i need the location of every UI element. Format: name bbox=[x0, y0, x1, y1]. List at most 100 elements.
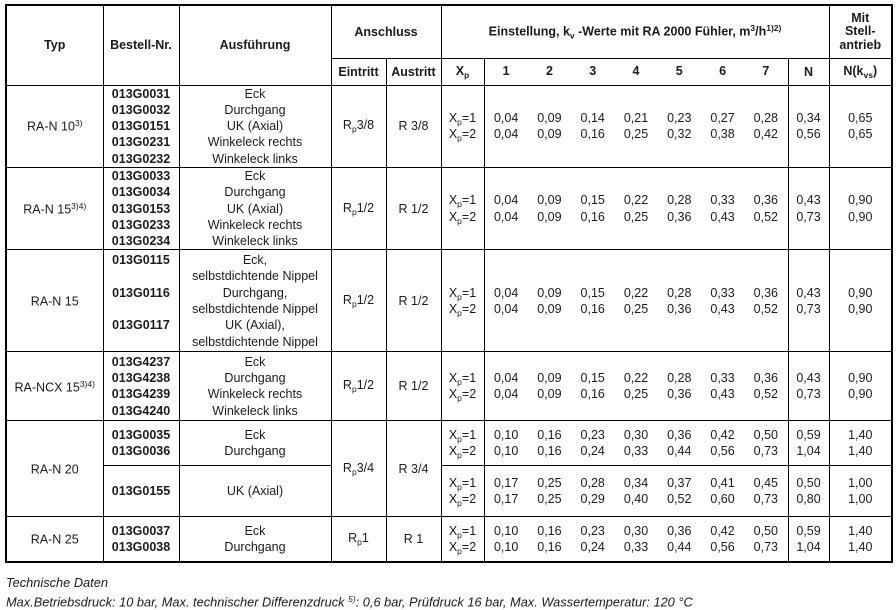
order-desc: UK (Axial) bbox=[226, 484, 284, 499]
order-number: 013G0115 bbox=[112, 253, 170, 268]
valve-spec-table: Typ Bestell-Nr. Ausführung Anschluss Ein… bbox=[5, 4, 893, 563]
n-cell: 0,43 0,73 bbox=[787, 351, 830, 422]
order-desc: selbstdichtende Nippel bbox=[192, 334, 318, 349]
kv-values-cell: 0,10 0,16 0,23 0,30 0,36 0,42 0,50 0,10 0,16 0,2… bbox=[483, 420, 789, 467]
kv-values-cell: 0,04 0,09 0,15 0,22 0,28 0,33 0,36 0,04 0,09 0,1… bbox=[483, 249, 789, 353]
kv-row-xp2: 0,17 0,25 0,29 0,40 0,52 0,60 0,73 bbox=[493, 492, 778, 507]
order-desc: Durchgang bbox=[224, 540, 286, 555]
eintritt-cell: Rp1/2 bbox=[330, 166, 387, 251]
austritt-cell: R 1 bbox=[385, 516, 442, 563]
order-number: 013G0035 bbox=[111, 428, 171, 443]
col-header-eintritt: Eintritt bbox=[330, 57, 387, 86]
typ-cell: RA-N 15 bbox=[5, 249, 104, 353]
table-row-ra-n-20-b: 013G0155 UK (Axial) Xp=1 Xp=2 0,17 0,25 0,… bbox=[6, 465, 893, 518]
order-desc: Eck bbox=[244, 354, 266, 369]
xp-cell: Xp=1 Xp=2 bbox=[440, 516, 485, 563]
col-header-typ: Typ bbox=[5, 4, 104, 86]
order-desc: Durchgang bbox=[224, 185, 286, 200]
xp2-label: Xp=2 bbox=[448, 492, 477, 509]
technical-notes: Technische Daten Max.Betriebsdruck: 10 b… bbox=[6, 575, 891, 610]
xp1-label: Xp=1 bbox=[448, 285, 477, 302]
order-desc: Winkeleck links bbox=[212, 151, 298, 166]
xp1-label: Xp=1 bbox=[448, 476, 477, 493]
xp-cell: Xp=1 Xp=2 bbox=[440, 84, 485, 168]
typ-cell: RA-N 153)4) bbox=[5, 166, 104, 251]
xp2-label: Xp=2 bbox=[448, 301, 477, 318]
order-number: 013G0153 bbox=[111, 201, 171, 216]
eintritt-cell: Rp1 bbox=[330, 516, 387, 563]
xp1-label: Xp=1 bbox=[448, 371, 477, 388]
order-desc: Eck bbox=[244, 168, 266, 183]
nkvs-cell: 0,90 0,90 bbox=[828, 166, 893, 251]
xp-cell: Xp=1 Xp=2 bbox=[440, 166, 485, 251]
kv-row-xp2: 0,04 0,09 0,16 0,25 0,36 0,43 0,52 bbox=[493, 209, 778, 224]
typ-cell: RA-NCX 153)4) bbox=[5, 351, 104, 422]
order-desc: Eck, bbox=[242, 253, 268, 268]
ausfuehrung-cell: Eck Durchgang Winkeleck rechts Winkeleck… bbox=[178, 351, 332, 422]
order-desc: selbstdichtende Nippel bbox=[192, 269, 318, 284]
ausfuehrung-cell: Eck, selbstdichtende Nippel Durchgang, s… bbox=[178, 249, 332, 353]
xp1-label: Xp=1 bbox=[448, 110, 477, 127]
table-row-ra-n-10: RA-N 103) 013G0031 013G0032 013G0151 013… bbox=[5, 84, 893, 168]
eintritt-cell: Rp1/2 bbox=[330, 249, 387, 353]
kv-row-xp1: 0,04 0,09 0,15 0,22 0,28 0,33 0,36 bbox=[493, 285, 778, 300]
xp1-label: Xp=1 bbox=[448, 193, 477, 210]
austritt-cell: R 1/2 bbox=[385, 351, 442, 422]
kv-row-xp1: 0,04 0,09 0,15 0,22 0,28 0,33 0,36 bbox=[493, 371, 778, 386]
order-number: 013G0031 bbox=[111, 86, 171, 101]
table-row-ra-ncx-15: RA-NCX 153)4) 013G4237 013G4238 013G4239… bbox=[5, 351, 893, 422]
nkvs-cell: 0,65 0,65 bbox=[828, 84, 893, 168]
order-desc: UK (Axial) bbox=[226, 201, 284, 216]
xp-cell: Xp=1 Xp=2 bbox=[440, 351, 485, 422]
kv-values-cell: 0,17 0,25 0,28 0,34 0,37 0,41 0,45 0,17 0,25 0,2… bbox=[483, 465, 789, 518]
xp2-label: Xp=2 bbox=[448, 387, 477, 404]
order-desc: Durchgang bbox=[224, 444, 286, 459]
col-header-bestell-nr: Bestell-Nr. bbox=[102, 4, 180, 86]
order-desc: Winkeleck rechts bbox=[207, 217, 303, 232]
order-number: 013G0036 bbox=[111, 444, 171, 459]
table-row-ra-n-15-nippel: RA-N 15 013G0115 013G0116 013G0117 Eck, … bbox=[5, 249, 893, 353]
n-cell: 0,50 0,80 bbox=[787, 465, 830, 518]
footer-specs: Max.Betriebsdruck: 10 bar, Max. technisc… bbox=[6, 593, 693, 610]
typ-cell: RA-N 25 bbox=[5, 516, 104, 563]
col-header-stellantrieb: Mit Stell- antrieb bbox=[828, 4, 893, 59]
kv-row-xp2: 0,04 0,09 0,16 0,25 0,36 0,43 0,52 bbox=[493, 301, 778, 316]
order-number: 013G0037 bbox=[111, 523, 171, 538]
ausfuehrung-cell: Eck Durchgang bbox=[178, 516, 332, 563]
ausfuehrung-cell: Eck Durchgang UK (Axial) Winkeleck recht… bbox=[178, 84, 332, 168]
kv-row-xp2: 0,10 0,16 0,24 0,33 0,44 0,56 0,73 bbox=[493, 444, 778, 459]
kv-values-cell: 0,04 0,09 0,15 0,22 0,28 0,33 0,36 0,04 0,09 0,1… bbox=[483, 351, 789, 422]
bestell-cell: 013G4237 013G4238 013G4239 013G4240 bbox=[102, 351, 180, 422]
xp1-label: Xp=1 bbox=[448, 523, 477, 540]
table-row-ra-n-20-a: RA-N 20 013G0035 013G0036 Eck Durchgang … bbox=[5, 420, 893, 518]
col-header-nkvs: N(kvs) bbox=[828, 57, 893, 86]
order-number: 013G0038 bbox=[111, 540, 171, 555]
order-desc: Durchgang bbox=[224, 102, 286, 117]
order-desc: Eck bbox=[244, 86, 266, 101]
xp-cell: Xp=1 Xp=2 bbox=[440, 249, 485, 353]
xp2-label: Xp=2 bbox=[448, 540, 477, 557]
order-desc: UK (Axial) bbox=[226, 119, 284, 134]
xp-cell: Xp=1 Xp=2 bbox=[440, 465, 485, 518]
order-number: 013G0232 bbox=[111, 151, 171, 166]
footer-title: Technische Daten bbox=[6, 574, 108, 590]
n-cell: 0,59 1,04 bbox=[787, 516, 830, 563]
order-number: 013G4239 bbox=[111, 387, 171, 402]
nkvs-cell: 1,40 1,40 bbox=[828, 516, 893, 563]
col-header-anschluss: Anschluss bbox=[330, 4, 442, 59]
typ-cell: RA-N 103) bbox=[5, 84, 104, 168]
order-number: 013G0155 bbox=[111, 484, 171, 499]
table-row-ra-n-15: RA-N 153)4) 013G0033 013G0034 013G0153 0… bbox=[5, 166, 893, 251]
austritt-cell: R 1/2 bbox=[385, 249, 442, 353]
order-desc: Winkeleck rechts bbox=[207, 387, 303, 402]
kv-row-xp2: 0,04 0,09 0,16 0,25 0,32 0,38 0,42 bbox=[493, 127, 778, 142]
kv-values-cell: 0,04 0,09 0,15 0,22 0,28 0,33 0,36 0,04 0,09 0,1… bbox=[483, 166, 789, 251]
order-number: 013G0032 bbox=[111, 102, 171, 117]
order-number: 013G0233 bbox=[111, 217, 171, 232]
order-desc: selbstdichtende Nippel bbox=[192, 301, 318, 316]
order-number: 013G0033 bbox=[111, 168, 171, 183]
bestell-cell: 013G0037 013G0038 bbox=[102, 516, 180, 563]
col-header-n: N bbox=[787, 57, 830, 86]
xp2-label: Xp=2 bbox=[448, 444, 477, 461]
